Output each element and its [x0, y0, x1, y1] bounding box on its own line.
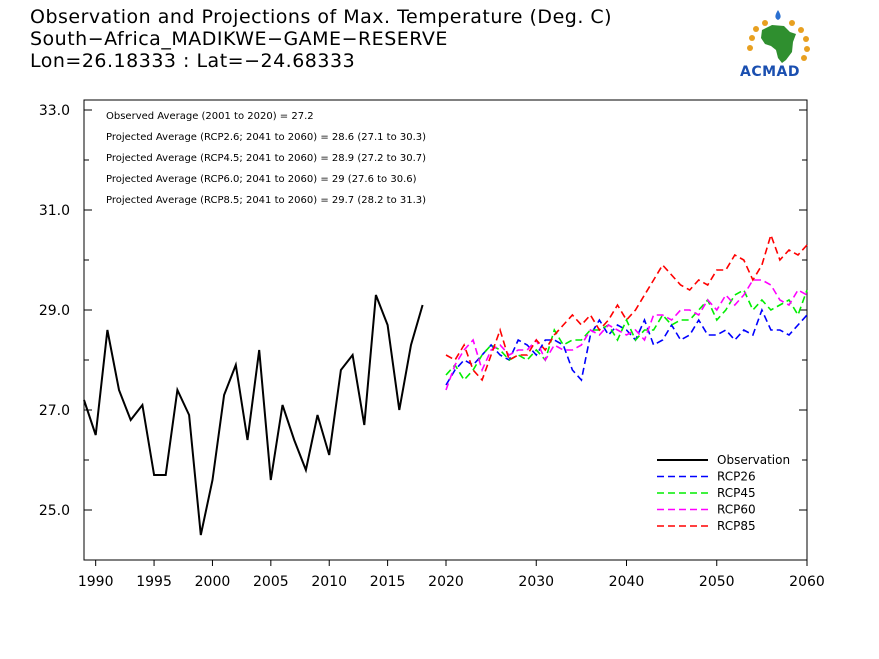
series-line-observation — [83, 294, 424, 536]
legend-label: RCP85 — [717, 519, 756, 533]
africa-map-logo-icon — [747, 10, 810, 63]
x-tick-label: 2020 — [428, 574, 464, 590]
y-tick-label: 25.0 — [39, 503, 70, 519]
chart-title-block: Observation and Projections of Max. Temp… — [30, 6, 612, 72]
x-tick-label: 2040 — [609, 574, 645, 590]
station-name: South−Africa_MADIKWE−GAME−RESERVE — [30, 28, 448, 50]
x-tick-label: 2015 — [370, 574, 406, 590]
series-line-rcp26 — [445, 307, 808, 386]
x-axis: 1990 1995 2000 2005 2010 2015 2020 2030 2040 2050… — [78, 560, 825, 590]
x-tick-label: 2030 — [518, 574, 554, 590]
series-line-rcp45 — [445, 288, 808, 382]
annotations: Observed Average (2001 to 2020) = 27.2 Pr… — [106, 111, 426, 206]
y-tick-label: 33.0 — [39, 103, 70, 119]
y-tick-label: 29.0 — [39, 303, 70, 319]
x-tick-label: 2005 — [253, 574, 289, 590]
legend-label: Observation — [717, 453, 790, 467]
x-tick-label: 1995 — [136, 574, 172, 590]
x-tick-label: 2060 — [789, 574, 825, 590]
legend-label: RCP26 — [717, 470, 756, 484]
x-tick-label: 2010 — [311, 574, 347, 590]
annotation-text: Observed Average (2001 to 2020) = 27.2 — [106, 111, 314, 122]
y-tick-label: 27.0 — [39, 403, 70, 419]
y-axis: 25.0 27.0 29.0 31.0 33.0 — [39, 103, 807, 519]
legend-label: RCP45 — [717, 486, 756, 500]
logo-text: ACMAD — [740, 64, 800, 80]
x-tick-label: 1990 — [78, 574, 114, 590]
annotation-text: Projected Average (RCP8.5; 2041 to 2060)… — [106, 195, 426, 206]
annotation-text: Projected Average (RCP6.0; 2041 to 2060)… — [106, 174, 417, 185]
legend: Observation RCP26 RCP45 RCP60 RCP85 — [657, 453, 790, 533]
series-line-rcp60 — [445, 279, 808, 391]
x-tick-label: 2050 — [699, 574, 735, 590]
x-tick-label: 2000 — [195, 574, 231, 590]
series-layer — [83, 232, 808, 536]
annotation-text: Projected Average (RCP2.6; 2041 to 2060)… — [106, 132, 426, 143]
plot-area-frame — [83, 99, 808, 561]
annotation-text: Projected Average (RCP4.5; 2041 to 2060)… — [106, 153, 426, 164]
legend-label: RCP60 — [717, 503, 756, 517]
chart-title: Observation and Projections of Max. Temp… — [30, 6, 613, 28]
series-line-rcp85 — [445, 232, 808, 382]
station-coordinates: Lon=26.18333 : Lat=−24.68333 — [30, 50, 356, 72]
y-tick-label: 31.0 — [39, 203, 70, 219]
